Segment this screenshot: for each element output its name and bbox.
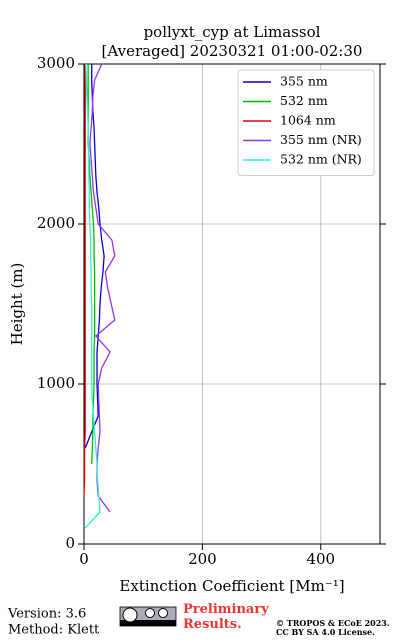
legend-label: 532 nm xyxy=(280,93,328,108)
legend: 355 nm 532 nm 1064 nm 355 nm (NR) 532 nm (NR… xyxy=(237,69,375,176)
y-tick-label: 1000 xyxy=(37,374,75,392)
legend-label: 355 nm xyxy=(280,74,328,89)
cc-logo xyxy=(119,606,177,627)
profile-line xyxy=(84,64,105,449)
legend-box xyxy=(237,69,375,176)
y-tick-label: 0 xyxy=(65,534,75,552)
x-tick-label: 200 xyxy=(188,550,217,568)
profile-line xyxy=(89,63,116,513)
x-tick-label: 0 xyxy=(79,550,89,568)
y-axis-label: Height (m) xyxy=(8,263,26,346)
notice: Preliminary Results. xyxy=(183,602,269,632)
method: Method: Klett xyxy=(8,623,100,638)
legend-label: 355 nm (NR) xyxy=(280,132,362,147)
y-tick-label: 2000 xyxy=(37,214,75,232)
copyright: © TROPOS & ECoE 2023. xyxy=(276,618,390,628)
profile-line xyxy=(83,64,86,497)
x-axis-label: Extinction Coefficient [Mm⁻¹] xyxy=(119,577,344,595)
notice-box: Preliminary Results. xyxy=(183,602,269,632)
legend-label: 1064 nm xyxy=(280,113,336,128)
chart-subtitle: [Averaged] 20230321 01:00-02:30 xyxy=(102,42,363,60)
legend-label: 532 nm (NR) xyxy=(280,152,362,167)
license: CC BY SA 4.0 License. xyxy=(276,627,375,637)
version: Version: 3.6 xyxy=(7,607,86,622)
profile-line xyxy=(84,63,101,529)
plot-frame xyxy=(83,63,381,545)
x-tick-label: 400 xyxy=(306,550,335,568)
y-tick-label: 3000 xyxy=(37,54,75,72)
chart-title: pollyxt_cyp at Limassol xyxy=(144,23,321,41)
